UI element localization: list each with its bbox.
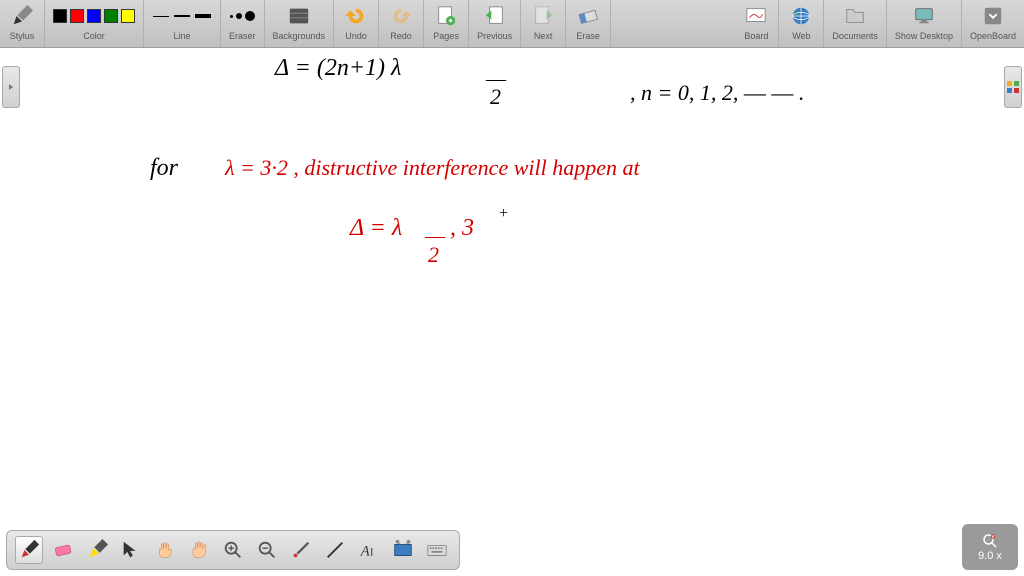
documents-label: Documents <box>832 31 878 41</box>
color-swatch-2[interactable] <box>87 9 101 23</box>
pages-button[interactable] <box>432 2 460 30</box>
handwriting-stroke-5: λ = 3·2 , distructive interference will … <box>225 155 640 181</box>
openboard-group: OpenBoard <box>962 0 1024 47</box>
handwriting-stroke-4: for <box>150 155 178 182</box>
stylus-tool[interactable] <box>8 2 36 30</box>
documents-group: Documents <box>824 0 887 47</box>
web-button[interactable] <box>787 2 815 30</box>
right-panel-toggle[interactable] <box>1004 66 1022 108</box>
highlighter-tool[interactable] <box>83 536 111 564</box>
svg-text:A: A <box>360 544 370 560</box>
pages-group: Pages <box>424 0 469 47</box>
zoom-level-text: 9.0 x <box>978 550 1002 562</box>
board-group: Board <box>734 0 779 47</box>
show-desktop-button[interactable] <box>910 2 938 30</box>
toolbar-spacer <box>611 0 734 47</box>
eraser-size-2[interactable] <box>245 11 255 21</box>
board-button[interactable] <box>742 2 770 30</box>
selector-tool[interactable] <box>117 536 145 564</box>
zoom-indicator[interactable]: 9.0 x <box>962 524 1018 570</box>
redo-group: Redo <box>379 0 424 47</box>
color-group: Color <box>45 0 144 47</box>
capture-tool[interactable] <box>389 536 417 564</box>
color-label: Color <box>83 31 105 41</box>
show-desktop-label: Show Desktop <box>895 31 953 41</box>
undo-label: Undo <box>345 31 367 41</box>
hand-interact-tool[interactable] <box>151 536 179 564</box>
backgrounds-group: Backgrounds <box>265 0 335 47</box>
next-label: Next <box>534 31 553 41</box>
line-tool[interactable] <box>321 536 349 564</box>
web-group: Web <box>779 0 824 47</box>
undo-group: Undo <box>334 0 379 47</box>
line-width-1[interactable] <box>173 15 191 17</box>
pages-label: Pages <box>433 31 459 41</box>
erase-group: Erase <box>566 0 611 47</box>
text-tool[interactable]: AI <box>355 536 383 564</box>
svg-text:I: I <box>370 547 374 559</box>
handwriting-stroke-6: Δ = λ <box>350 215 402 242</box>
zoom-reset-icon <box>981 532 999 550</box>
erase-button[interactable] <box>574 2 602 30</box>
color-swatch-3[interactable] <box>104 9 118 23</box>
eraser-size-label: Eraser <box>229 31 256 41</box>
line-label: Line <box>173 31 190 41</box>
keyboard-tool[interactable] <box>423 536 451 564</box>
stylus-group: Stylus <box>0 0 45 47</box>
laser-tool[interactable] <box>287 536 315 564</box>
next-button[interactable] <box>529 2 557 30</box>
handwriting-stroke-0: Δ = (2n+1) λ <box>275 55 401 82</box>
line-width-2[interactable] <box>194 14 212 18</box>
backgrounds-button[interactable] <box>285 2 313 30</box>
color-swatch-4[interactable] <box>121 9 135 23</box>
eraser-size-group: Eraser <box>221 0 265 47</box>
handwriting-stroke-3: , n = 0, 1, 2, ― ― . <box>630 80 804 106</box>
backgrounds-label: Backgrounds <box>273 31 326 41</box>
color-swatch-1[interactable] <box>70 9 84 23</box>
line-group: Line <box>144 0 221 47</box>
bottom-toolbar: AI <box>6 530 460 570</box>
redo-label: Redo <box>390 31 412 41</box>
eraser-size-0[interactable] <box>230 15 233 18</box>
zoom-in-tool[interactable] <box>219 536 247 564</box>
whiteboard-canvas[interactable]: Δ = (2n+1) λ―2, n = 0, 1, 2, ― ― .forλ =… <box>0 48 1024 576</box>
eraser-size-1[interactable] <box>236 13 242 19</box>
handwriting-stroke-9: , 3 <box>450 215 474 242</box>
stylus-label: Stylus <box>10 31 35 41</box>
color-swatch-0[interactable] <box>53 9 67 23</box>
next-group: Next <box>521 0 566 47</box>
openboard-button[interactable] <box>979 2 1007 30</box>
eraser-tool[interactable] <box>49 536 77 564</box>
handwriting-stroke-8: 2 <box>428 242 439 268</box>
line-width-0[interactable] <box>152 16 170 17</box>
redo-button[interactable] <box>387 2 415 30</box>
web-label: Web <box>792 31 810 41</box>
board-label: Board <box>744 31 768 41</box>
left-panel-toggle[interactable] <box>2 66 20 108</box>
handwriting-stroke-10: + <box>498 205 509 223</box>
openboard-label: OpenBoard <box>970 31 1016 41</box>
erase-label: Erase <box>576 31 600 41</box>
previous-group: Previous <box>469 0 521 47</box>
top-toolbar: Stylus Color Line Eraser Backgrounds Und… <box>0 0 1024 48</box>
previous-label: Previous <box>477 31 512 41</box>
hand-scroll-tool[interactable] <box>185 536 213 564</box>
undo-button[interactable] <box>342 2 370 30</box>
zoom-out-tool[interactable] <box>253 536 281 564</box>
previous-button[interactable] <box>481 2 509 30</box>
pen-tool[interactable] <box>15 536 43 564</box>
handwriting-stroke-2: 2 <box>490 84 501 110</box>
documents-button[interactable] <box>841 2 869 30</box>
show-desktop-group: Show Desktop <box>887 0 962 47</box>
